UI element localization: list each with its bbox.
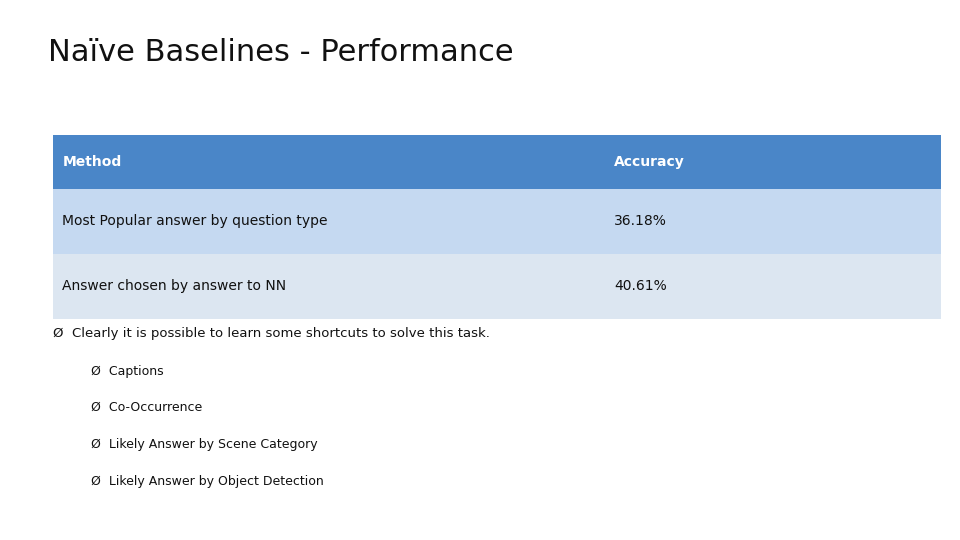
Text: Answer chosen by answer to NN: Answer chosen by answer to NN	[62, 279, 286, 293]
Text: 40.61%: 40.61%	[614, 279, 667, 293]
Text: Method: Method	[62, 155, 122, 169]
Text: Ø  Likely Answer by Scene Category: Ø Likely Answer by Scene Category	[91, 438, 318, 451]
Text: Ø  Likely Answer by Object Detection: Ø Likely Answer by Object Detection	[91, 475, 324, 488]
Text: 36.18%: 36.18%	[614, 214, 667, 228]
Text: Ø  Co-Occurrence: Ø Co-Occurrence	[91, 401, 203, 414]
Text: Most Popular answer by question type: Most Popular answer by question type	[62, 214, 328, 228]
Text: Ø  Captions: Ø Captions	[91, 364, 164, 377]
Text: Accuracy: Accuracy	[614, 155, 685, 169]
Text: Ø  Clearly it is possible to learn some shortcuts to solve this task.: Ø Clearly it is possible to learn some s…	[53, 327, 490, 340]
Text: Naïve Baselines - Performance: Naïve Baselines - Performance	[48, 38, 514, 67]
